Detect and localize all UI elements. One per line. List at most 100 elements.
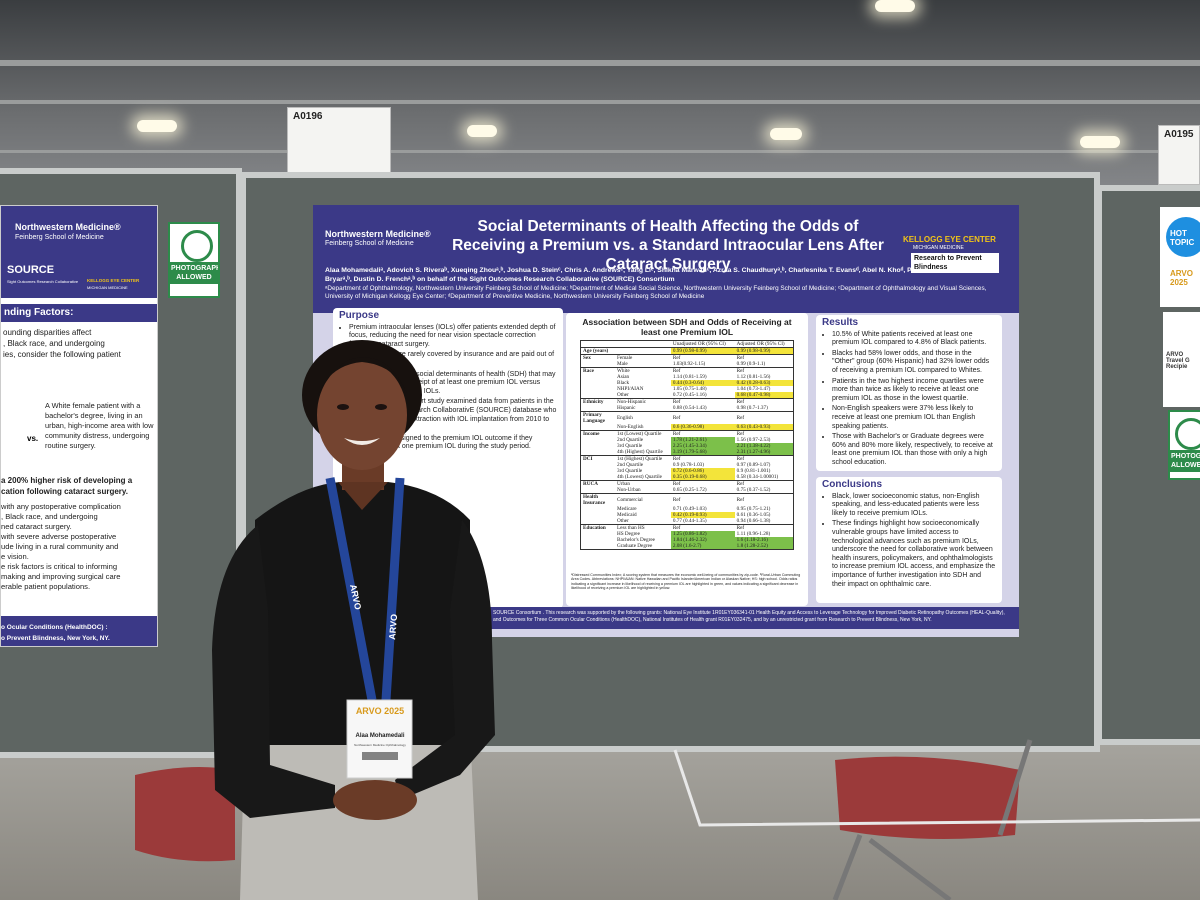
ceiling-light — [875, 0, 915, 12]
table-cell: 1st (Highest) Quartile — [615, 455, 671, 462]
table-cell: Ref — [734, 354, 793, 361]
table-row: Health Insurance Commercial Ref Ref — [581, 493, 793, 506]
table-row: 3rd Quartile 2.25 (1.45-3.34) 2.21 (1.38-4… — [581, 443, 793, 449]
table-cell: 0.95 (0.75-1.21) — [736, 506, 771, 512]
table-cell: 0.63 (0.43-0.93) — [734, 424, 793, 431]
table-cell: Bachelor's Degree — [617, 537, 655, 543]
table-row: Other 0.72 (0.45-1.16) 0.68 (0.47-0.98) — [581, 392, 793, 399]
table-cell: Ref — [734, 367, 793, 374]
badge-affiliation: Northwestern Medicine Ophthalmology — [354, 743, 406, 747]
text-line: ned cataract surgery. — [1, 522, 72, 531]
table-cell: Medicaid — [617, 512, 637, 518]
kellogg-sub: MICHIGAN MEDICINE — [87, 285, 128, 290]
table-cell: 1.8 (1.28-2.52) — [734, 543, 793, 549]
table-row: HS Degree 1.25 (0.86-1.82) 1.11 (0.96-1.28… — [581, 531, 793, 537]
table-cell: 2.25 (1.45-3.34) — [670, 443, 735, 449]
group-cell: DCI — [581, 455, 615, 462]
table-cell: 0.97 (0.89-1.07) — [736, 462, 771, 468]
table-row: RUCA Urban Ref Ref — [581, 480, 793, 487]
table-cell: 0.9 (0.81-1.001) — [736, 468, 771, 474]
eye — [337, 404, 349, 410]
versus: vs. — [27, 434, 39, 443]
table-cell: 2nd Quartile — [617, 462, 644, 468]
bullet: These findings highlight how socioeconom… — [832, 520, 996, 589]
table-cell: Medicare — [617, 506, 637, 512]
table-cell: Ref — [670, 493, 735, 506]
table-cell: 0.35 (0.19-0.68) — [670, 474, 735, 481]
table-cell — [615, 347, 671, 355]
source-logo: SOURCE — [7, 264, 55, 276]
table-row: Medicaid 0.42 (0.19-0.93) 0.61 (0.36-1.05) — [581, 512, 793, 518]
section-heading: Results — [822, 317, 859, 328]
table-cell: Other — [617, 518, 629, 524]
group-cell: Sex — [581, 354, 615, 361]
table-cell: Non-Hispanic — [615, 398, 671, 405]
name-badge — [346, 699, 413, 779]
table-cell: 0.65 (0.25-1.72) — [672, 487, 707, 493]
table-box: Association between SDH and Odds of Rece… — [566, 313, 808, 606]
authors: Alaa Mohamedaliᵃ, Adovich S. Riveraᵇ, Xu… — [325, 267, 930, 283]
stool-seat — [135, 766, 235, 862]
table-row: Bachelor's Degree 1.84 (1.46-2.32) 1.6 (1.… — [581, 537, 793, 543]
table-cell: 0.94 (0.66-1.38) — [736, 518, 771, 524]
table-cell: 1st (Lowest) Quartile — [615, 430, 671, 437]
table-cell: 0.99 (0.98-0.99) — [734, 347, 793, 355]
table-row: Ethnicity Non-Hispanic Ref Ref — [581, 398, 793, 405]
results-box: Results 10.5% of White patients received … — [816, 315, 1002, 471]
affiliations: ᵃDepartment of Ophthalmology, Northweste… — [325, 285, 987, 300]
table-cell: 1.12 (0.81-1.56) — [736, 374, 771, 380]
table-cell: 3rd Quartile — [617, 468, 643, 474]
table-row: 2nd Quartile 1.78 (1.21-2.61) 1.56 (0.97-2… — [581, 437, 793, 443]
table-cell: 1.25 (0.86-1.82) — [670, 531, 735, 537]
header-cell: Adjusted OR (95% CI) — [736, 341, 785, 347]
table-cell: 0.58 (0.34-1.00001) — [736, 474, 779, 480]
smile — [344, 438, 380, 445]
hot-topic-badge: HOT TOPIC — [1166, 217, 1200, 257]
table-cell: 0.42 (0.28-0.63) — [734, 380, 793, 386]
table-cell: Less than HS — [615, 524, 671, 531]
table-row: Primary Language English Ref Ref — [581, 411, 793, 424]
collar-skin — [338, 482, 388, 510]
eye — [375, 404, 387, 410]
group-cell: Primary Language — [581, 411, 615, 424]
table-cell: Non-English — [617, 424, 644, 430]
photo-sign: PHOTOGRAPHY ALLOWED — [168, 222, 220, 298]
table-cell: 0.99 (0.98-0.99) — [670, 347, 735, 355]
rpb-logo: Research to Prevent Blindness — [911, 253, 999, 273]
table-cell: 0.72 (0.45-1.16) — [672, 392, 707, 398]
group-cell: Health Insurance — [581, 493, 615, 506]
table-cell: Ref — [734, 455, 793, 462]
table-row: Age (years) 0.99 (0.98-0.99) 0.99 (0.98-0.… — [581, 347, 793, 355]
table-cell: 0.68 (0.47-0.98) — [734, 392, 793, 399]
conclusions-box: Conclusions Black, lower socioeconomic st… — [816, 477, 1002, 603]
odds-ratio-table: Unadjusted OR (95% CI) Adjusted OR (95% C… — [581, 341, 793, 549]
text-line: e risk factors is critical to informing — [1, 562, 118, 571]
patient-text: A White female patient with a bachelor's… — [45, 401, 154, 450]
table-row: Education Less than HS Ref Ref — [581, 524, 793, 531]
table-cell: Asian — [617, 374, 630, 380]
stool-seat — [835, 756, 1020, 839]
table-cell: Non-Urban — [617, 487, 641, 493]
group-cell: Age (years) — [581, 347, 615, 355]
table-wrap: Unadjusted OR (95% CI) Adjusted OR (95% C… — [580, 340, 794, 550]
table-row: Male 1.03(0.92-1.15) 0.99 (0.9-1.1) — [581, 361, 793, 368]
table-cell: 0.6 (0.36-0.98) — [670, 424, 735, 431]
table-row: Income 1st (Lowest) Quartile Ref Ref — [581, 430, 793, 437]
table-cell: Female — [615, 354, 671, 361]
table-cell: Ref — [734, 398, 793, 405]
photo-label: PHOTOGRAPHY ALLOWED — [170, 262, 218, 284]
right-arm — [395, 520, 495, 800]
kellogg-logo: KELLOGG EYE CENTER — [87, 278, 140, 283]
table-row: Race White Ref Ref — [581, 367, 793, 374]
table-footnote: ᵃDistressed Communities Index; A scoring… — [571, 573, 801, 591]
text-line: making and improving surgical care — [1, 572, 121, 581]
ceiling-light — [137, 120, 177, 132]
table-cell: 0.75 (0.37-1.52) — [736, 487, 771, 493]
table-cell: 1.14 (0.81-1.59) — [672, 374, 707, 380]
stool-legs — [832, 739, 1033, 900]
bullet: Non-English speakers were 37% less likel… — [832, 405, 996, 431]
badge-barcode — [362, 752, 398, 760]
table-cell: 1.78 (1.21-2.61) — [670, 437, 735, 443]
table-header: Unadjusted OR (95% CI) Adjusted OR (95% C… — [581, 341, 793, 348]
